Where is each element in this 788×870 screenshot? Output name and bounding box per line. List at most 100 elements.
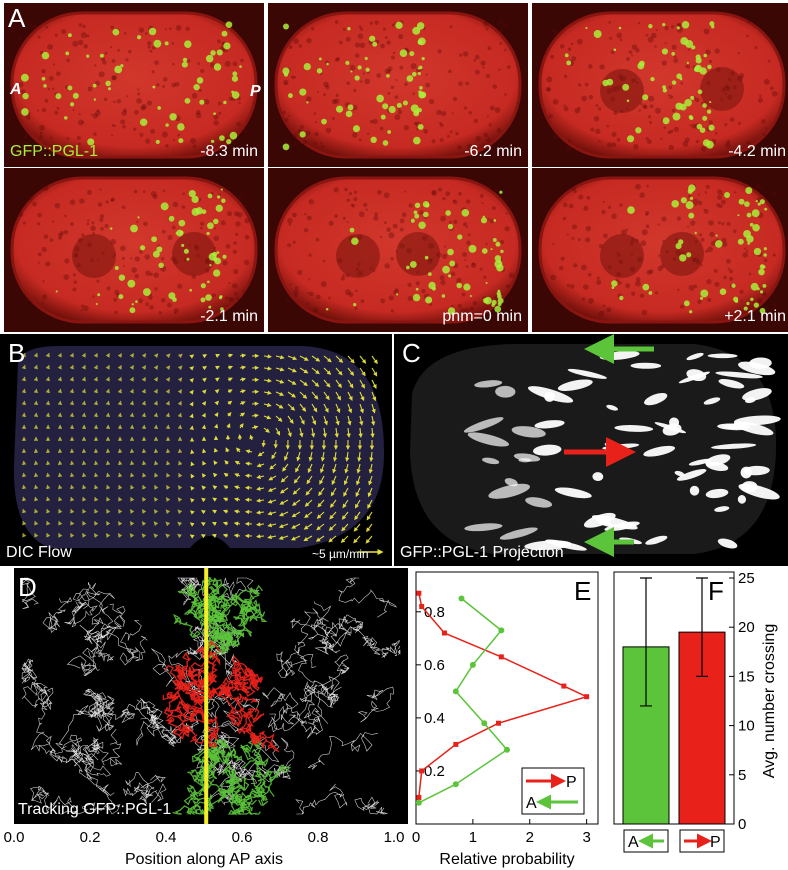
flow-vector <box>154 484 159 490</box>
pgl1-granule <box>679 77 683 81</box>
pgl1-granule <box>139 118 148 126</box>
pgl1-granule <box>55 93 62 100</box>
pgl1-granule <box>484 296 492 305</box>
pgl1-granule <box>738 198 745 205</box>
trajectory <box>208 577 223 596</box>
embryo-frame: pnm=0 min <box>268 168 528 332</box>
pgl1-granule <box>417 72 421 76</box>
pgl1-granule <box>688 115 693 120</box>
pgl1-granule <box>662 85 666 89</box>
flow-vector <box>368 475 373 486</box>
flow-vector <box>166 460 171 466</box>
flow-vector <box>201 509 206 515</box>
trajectory <box>190 731 217 748</box>
flow-vector <box>371 403 376 414</box>
trajectory <box>21 674 49 708</box>
pgl1-trace <box>674 470 685 477</box>
flow-vector <box>215 365 220 370</box>
pgl1-trace <box>643 445 676 457</box>
data-point <box>504 746 510 753</box>
pgl1-trace <box>488 483 530 499</box>
flow-vector <box>323 379 331 388</box>
flow-vector <box>117 364 122 370</box>
flow-vector <box>33 376 38 382</box>
flow-vector <box>222 509 229 514</box>
pgl1-granule <box>283 72 289 77</box>
flow-vector <box>177 377 183 383</box>
flow-vector <box>255 534 265 539</box>
pgl1-granule <box>351 237 359 245</box>
pgl1-granule <box>142 288 151 297</box>
flow-vector <box>105 352 110 358</box>
flow-vector <box>93 388 98 394</box>
pgl1-granule <box>635 127 642 134</box>
flow-vector <box>142 509 147 514</box>
flow-vector <box>190 498 195 503</box>
pgl1-granule <box>152 250 160 258</box>
pgl1-granule <box>680 197 687 204</box>
flow-vector <box>177 412 182 418</box>
pgl1-granule <box>585 27 588 30</box>
flow-vector <box>275 415 283 422</box>
pgl1-granule <box>365 67 370 72</box>
trajectory <box>226 616 253 638</box>
flow-vector <box>22 532 27 538</box>
panel-c: C GFP::PGL-1 Projection <box>394 334 788 566</box>
flow-vector <box>153 365 159 370</box>
flow-vector <box>311 391 319 400</box>
pgl1-granule <box>416 22 425 30</box>
data-point <box>415 799 422 806</box>
flow-vector <box>34 484 39 490</box>
pgl1-granule <box>127 279 136 288</box>
flow-vector <box>94 484 99 490</box>
pgl1-granule <box>335 105 344 113</box>
panel-f-chart: 0 5 10 15 20 25 Avg. number crossing A P F <box>613 570 778 853</box>
panel-f-letter: F <box>708 576 724 606</box>
trajectory <box>218 690 249 727</box>
pgl1-granule <box>118 274 126 281</box>
flow-vector <box>190 473 195 479</box>
flow-vector <box>129 376 134 382</box>
flow-vector <box>292 487 301 495</box>
pgl1-granule <box>181 61 188 68</box>
trajectory <box>214 688 261 714</box>
flow-vector <box>81 352 86 358</box>
trajectory <box>209 771 258 806</box>
flow-vector <box>226 423 231 429</box>
data-point <box>441 630 447 636</box>
frame-time-label: -6.2 min <box>464 143 522 160</box>
probability-curve <box>418 593 589 798</box>
flow-vector <box>368 463 373 474</box>
pgl1-granule <box>683 300 690 307</box>
flow-vector <box>69 388 74 394</box>
flow-vector <box>319 475 325 485</box>
pgl1-granule <box>219 135 225 141</box>
pgl1-granule <box>93 98 97 101</box>
flow-vector <box>347 391 353 401</box>
y-axis-label: Position across AP axis <box>395 615 412 781</box>
embryo-frame: -4.2 min <box>532 3 788 167</box>
flow-vector <box>177 365 183 371</box>
trajectory <box>290 601 337 636</box>
pgl1-granule <box>156 246 163 253</box>
flow-vector <box>311 379 320 387</box>
flow-vector <box>214 412 219 418</box>
flow-vector <box>306 475 313 485</box>
flow-vector <box>255 522 265 527</box>
pgl1-granule <box>129 307 136 314</box>
pgl1-granule <box>216 251 220 254</box>
flow-vector <box>201 401 207 406</box>
flow-vector <box>234 485 241 490</box>
flow-vector <box>58 532 63 538</box>
trajectory <box>150 714 200 747</box>
y-tick-label: 0.2 <box>424 763 445 780</box>
pgl1-granule <box>349 227 355 233</box>
trajectory <box>231 775 250 799</box>
flow-vector <box>359 355 367 364</box>
pgl1-granule <box>21 108 29 116</box>
pgl1-granule <box>114 265 119 271</box>
trajectory <box>119 620 148 666</box>
flow-vector <box>359 379 365 389</box>
pgl1-granule <box>759 290 764 294</box>
flow-vector <box>311 367 320 375</box>
